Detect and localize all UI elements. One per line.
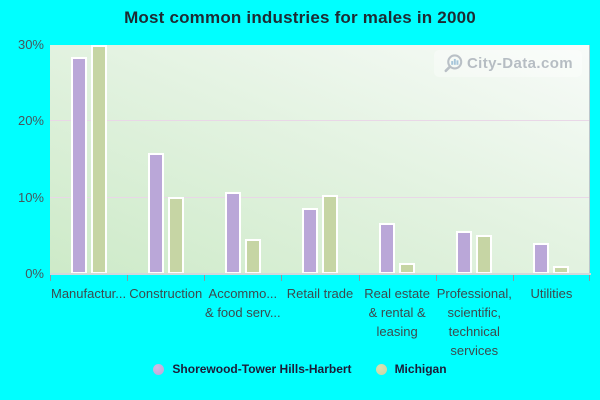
x-label-professional-scienti: Professional, scientific, technical serv… bbox=[436, 286, 512, 358]
bar-michigan-3 bbox=[321, 194, 338, 274]
bars-layer bbox=[50, 45, 590, 274]
watermark-text: City-Data.com bbox=[466, 55, 573, 72]
legend-label-shorewood: Shorewood-Tower Hills-Harbert bbox=[172, 362, 352, 376]
x-tick-3 bbox=[281, 275, 283, 281]
plot-right-border bbox=[589, 45, 590, 281]
x-label-manufactur: Manufactur... bbox=[50, 286, 127, 301]
x-axis-labels: Manufactur... Construction Accommo... & fo… bbox=[50, 284, 590, 360]
bar-shorewood-tower-hill-1 bbox=[147, 152, 164, 274]
x-tick-6 bbox=[512, 275, 514, 281]
y-tick-label-0: 0% bbox=[25, 266, 44, 281]
bar-shorewood-tower-hill-4 bbox=[379, 222, 396, 274]
bar-group-professional-scienti bbox=[436, 45, 513, 274]
y-tick-label-20: 20% bbox=[17, 113, 44, 129]
bar-shorewood-tower-hill-3 bbox=[301, 207, 318, 274]
gridline-10 bbox=[50, 196, 590, 198]
bar-michigan-6 bbox=[553, 265, 570, 274]
bar-group-accommo-food-serv bbox=[204, 45, 281, 274]
bar-shorewood-tower-hill-6 bbox=[533, 243, 550, 274]
bar-michigan-0 bbox=[90, 45, 107, 274]
bar-shorewood-tower-hill-5 bbox=[456, 231, 473, 274]
legend-marker-michigan bbox=[375, 363, 387, 375]
x-label-retail-trade: Retail trade bbox=[286, 286, 354, 301]
bar-michigan-2 bbox=[244, 238, 261, 274]
x-label-accommo-food-serv: Accommo... & food serv... bbox=[205, 286, 281, 320]
x-tick-7 bbox=[589, 275, 590, 281]
x-tick-1 bbox=[127, 275, 129, 281]
gridline-20 bbox=[50, 120, 590, 122]
chart-title: Most common industries for males in 2000 bbox=[124, 8, 476, 27]
x-tick-4 bbox=[358, 275, 360, 281]
bar-group-utilities bbox=[513, 45, 590, 274]
x-tick-0 bbox=[50, 275, 51, 281]
x-label-real-estate-rental-l: Real estate & rental & leasing bbox=[364, 286, 431, 339]
legend-item-shorewood: Shorewood-Tower Hills-Harbert bbox=[153, 362, 352, 376]
x-axis-line bbox=[50, 273, 591, 275]
legend-marker-shorewood bbox=[153, 363, 165, 375]
bar-michigan-1 bbox=[167, 196, 184, 274]
y-tick-label-10: 10% bbox=[17, 189, 44, 205]
x-label-utilities: Utilities bbox=[530, 286, 573, 301]
bar-group-retail-trade bbox=[281, 45, 358, 274]
bar-group-construction bbox=[127, 45, 204, 274]
bar-group-manufactur bbox=[50, 45, 127, 274]
x-label-construction: Construction bbox=[129, 286, 203, 301]
magnifier-icon bbox=[444, 54, 463, 73]
legend-label-michigan: Michigan bbox=[394, 362, 447, 376]
y-axis-labels: 30% 20% 10% 0% bbox=[0, 38, 44, 281]
x-tick-5 bbox=[435, 275, 437, 281]
plot-area: City-Data.com bbox=[50, 45, 590, 281]
bar-michigan-5 bbox=[476, 235, 493, 274]
x-tick-2 bbox=[204, 275, 206, 281]
legend-item-michigan: Michigan bbox=[375, 362, 447, 376]
bar-group-real-estate-rental-l bbox=[359, 45, 436, 274]
x-axis-ticks bbox=[50, 275, 590, 281]
bar-shorewood-tower-hill-0 bbox=[70, 57, 87, 274]
legend: Shorewood-Tower Hills-Harbert Michigan bbox=[0, 362, 600, 376]
y-tick-label-30: 30% bbox=[17, 37, 44, 52]
watermark: City-Data.com bbox=[433, 50, 582, 77]
bar-shorewood-tower-hill-2 bbox=[224, 192, 241, 274]
